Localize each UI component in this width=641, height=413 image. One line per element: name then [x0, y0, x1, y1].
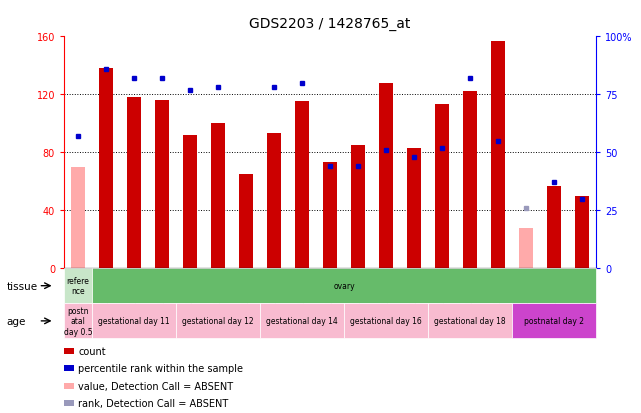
Bar — [127, 98, 141, 268]
Bar — [407, 148, 421, 268]
Bar — [351, 146, 365, 268]
Text: tissue: tissue — [6, 281, 38, 291]
Bar — [435, 105, 449, 268]
Text: refere
nce: refere nce — [67, 276, 90, 296]
Text: percentile rank within the sample: percentile rank within the sample — [78, 363, 243, 373]
Bar — [267, 134, 281, 268]
Bar — [183, 135, 197, 268]
Bar — [71, 167, 85, 268]
Bar — [575, 196, 589, 268]
Text: GDS2203 / 1428765_at: GDS2203 / 1428765_at — [249, 17, 411, 31]
Bar — [239, 174, 253, 268]
Text: gestational day 12: gestational day 12 — [182, 317, 254, 325]
Bar — [491, 42, 505, 268]
Text: ovary: ovary — [333, 282, 355, 290]
Bar — [463, 92, 477, 268]
Text: postnatal day 2: postnatal day 2 — [524, 317, 584, 325]
Bar — [99, 69, 113, 268]
Text: rank, Detection Call = ABSENT: rank, Detection Call = ABSENT — [78, 398, 228, 408]
Text: gestational day 14: gestational day 14 — [266, 317, 338, 325]
Bar — [323, 163, 337, 268]
Text: gestational day 11: gestational day 11 — [98, 317, 170, 325]
Text: count: count — [78, 346, 106, 356]
Bar — [155, 101, 169, 268]
Text: postn
atal
day 0.5: postn atal day 0.5 — [64, 306, 92, 336]
Text: value, Detection Call = ABSENT: value, Detection Call = ABSENT — [78, 381, 233, 391]
Bar — [547, 186, 561, 268]
Text: gestational day 18: gestational day 18 — [435, 317, 506, 325]
Text: gestational day 16: gestational day 16 — [350, 317, 422, 325]
Bar — [519, 228, 533, 268]
Bar — [379, 83, 393, 268]
Bar — [211, 124, 225, 268]
Text: age: age — [6, 316, 26, 326]
Bar — [295, 102, 309, 268]
